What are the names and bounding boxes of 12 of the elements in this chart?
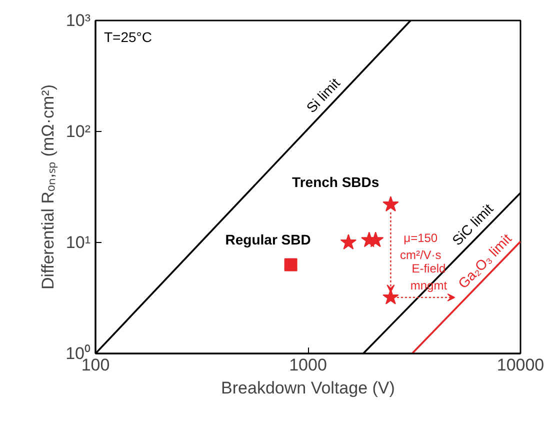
- annotation: T=25°C: [104, 28, 152, 45]
- annotation: Trench SBDs: [292, 174, 380, 190]
- y-tick-label: 10²: [66, 122, 91, 141]
- x-tick-label: 10000: [496, 356, 544, 374]
- annotation: μ=150 cm²/V·s: [400, 231, 442, 262]
- text: Si limit: [303, 74, 344, 116]
- y-tick-label: 10³: [66, 11, 91, 30]
- annotation: Regular SBD: [225, 231, 311, 248]
- x-axis-title: Breakdown Voltage (V): [221, 378, 395, 398]
- y-axis-title: Differential Rₒₙ,ₛₚ (mΩ·cm²): [38, 84, 59, 290]
- x-tick-label: 1000: [289, 356, 327, 374]
- y-tick-label: 10¹: [66, 233, 91, 252]
